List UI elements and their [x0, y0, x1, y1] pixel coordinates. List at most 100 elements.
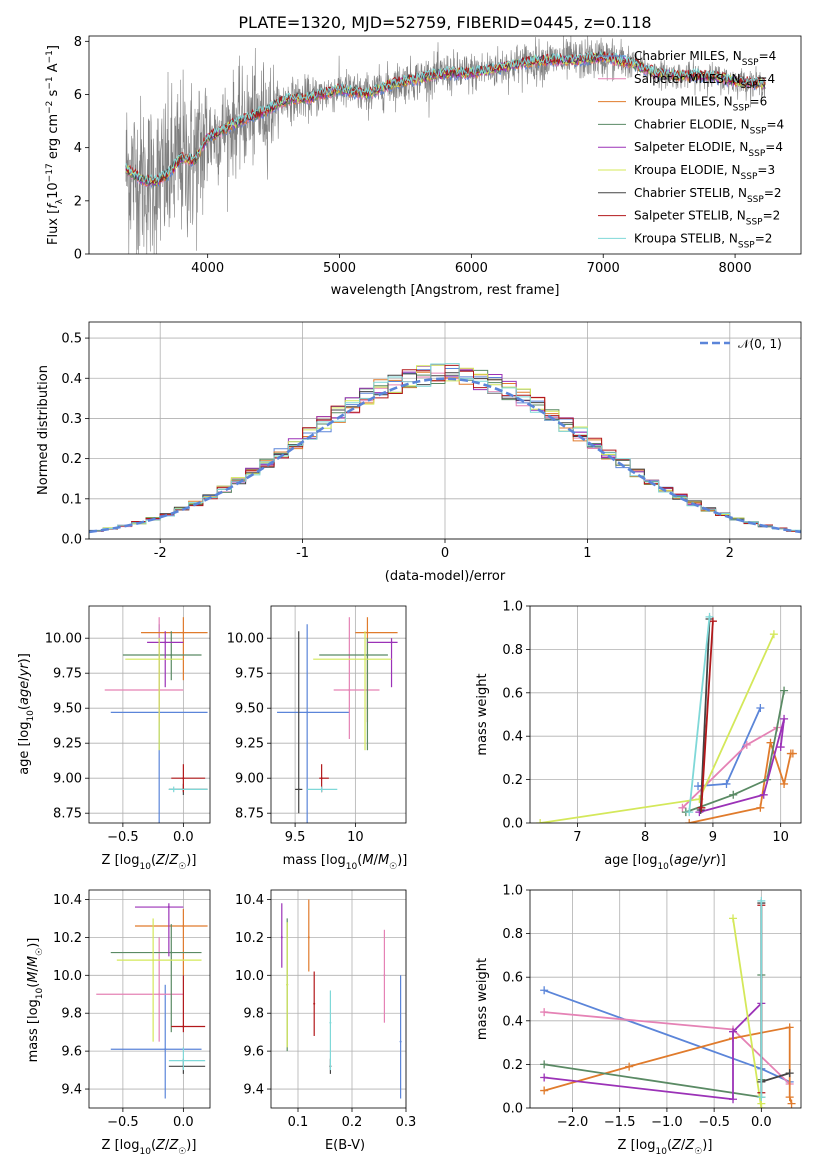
- label-part: Z [log: [102, 1138, 140, 1153]
- axes-frame: [88, 35, 802, 255]
- label-part: (: [26, 983, 41, 988]
- y-tick-label: 0.8: [502, 643, 523, 658]
- y-tick-label: 10.00: [227, 632, 264, 647]
- x-axis-label: (data-model)/error: [385, 569, 506, 584]
- y-tick-label: 0.6: [502, 971, 523, 986]
- plot-area: [104, 617, 208, 823]
- label-part: )]: [26, 938, 41, 948]
- weight-marker: [540, 986, 549, 995]
- weight-marker: [694, 782, 703, 791]
- weight-marker: [785, 1093, 794, 1102]
- plot-area: [277, 617, 398, 823]
- x-tick-label: -2: [154, 546, 167, 561]
- label-part: 10: [655, 1147, 667, 1157]
- weight-marker: [742, 740, 751, 749]
- label-part: ☉: [35, 948, 45, 956]
- y-tick-label: 8: [74, 35, 82, 50]
- x-tick-label: 9.5: [285, 830, 306, 845]
- grid: [530, 605, 801, 824]
- label-part: λ: [55, 198, 65, 204]
- label-part: Z [log: [618, 1138, 656, 1153]
- legend-label: Salpeter MILES, NSSP=4: [634, 72, 775, 91]
- data-point: [164, 1048, 167, 1051]
- label-part: /: [17, 676, 32, 681]
- label-part: 10: [139, 862, 151, 872]
- x-tick-label: 5000: [323, 261, 356, 276]
- y-tick-label: 0.4: [61, 372, 82, 387]
- label-part: SSP: [733, 104, 750, 114]
- data-point: [182, 925, 185, 928]
- x-tick-label: 1: [583, 546, 591, 561]
- weight-line: [688, 616, 711, 813]
- weight-marker: [625, 1062, 634, 1071]
- y-tick-label: 8.75: [235, 807, 264, 822]
- axes-frame: [88, 889, 211, 1109]
- weight-marker: [540, 1008, 549, 1017]
- label-part: /: [681, 1138, 686, 1153]
- data-point: [399, 1040, 402, 1043]
- weight-marker: [697, 803, 706, 812]
- label-part: Kroupa MILES, N: [634, 95, 733, 109]
- label-part: Z: [168, 1138, 179, 1153]
- label-part: /: [698, 853, 703, 868]
- panel-mass-vs-ebv: 0.1 0.2 0.3 9.4 9.6 9.8 10.0 10.2 10.4 E(B-V): [235, 889, 416, 1153]
- y-tick-label: 6: [74, 88, 82, 103]
- x-tick-label: 6000: [455, 261, 488, 276]
- y-axis-label: mass weight: [475, 673, 490, 755]
- label-part: SSP: [738, 240, 755, 250]
- label-part: Z: [155, 1138, 166, 1153]
- x-axis-label: Z [log10(Z/Z☉)]: [102, 853, 197, 872]
- data-point: [158, 993, 161, 996]
- x-axis-label: Z [log10(Z/Z☉)]: [102, 1138, 197, 1157]
- legend-label: Chabrier MILES, NSSP=4: [634, 49, 776, 68]
- y-tick-label: 2: [74, 194, 82, 209]
- label-part: ☉: [178, 1147, 186, 1157]
- label-part: 10: [35, 987, 45, 999]
- weight-line: [685, 690, 785, 813]
- label-part: /: [26, 966, 41, 971]
- x-tick-label: 0.0: [173, 830, 194, 845]
- label-part: Chabrier ELODIE, N: [634, 117, 750, 131]
- model-spectrum: [125, 50, 766, 185]
- axes-frame: [270, 889, 407, 1109]
- data-point: [286, 983, 289, 986]
- label-part: 10: [346, 862, 358, 872]
- label-part: ☉: [694, 1147, 702, 1157]
- label-part: age: [674, 853, 698, 868]
- y-tick-label: 0.8: [502, 927, 523, 942]
- y-axis-label: mass weight: [475, 958, 490, 1040]
- label-part: Salpeter MILES, N: [634, 72, 741, 86]
- chart-title: PLATE=1320, MJD=52759, FIBERID=0445, z=0…: [238, 13, 651, 32]
- weight-marker: [685, 808, 694, 817]
- weight-marker: [729, 1095, 738, 1104]
- label-part: 10: [26, 710, 36, 722]
- weight-marker: [678, 803, 687, 812]
- weight-marker: [776, 743, 785, 752]
- y-tick-label: 0.4: [502, 730, 523, 745]
- y-tick-label: 1.0: [502, 600, 523, 615]
- weight-line: [544, 975, 763, 1099]
- weight-marker: [540, 1060, 549, 1069]
- y-tick-label: 0.0: [502, 1102, 523, 1117]
- panel-mass-vs-Z: −0.5 0.09.49.69.810.010.210.4Z [log10(Z/Z…: [26, 889, 211, 1157]
- label-part: =2: [764, 186, 782, 200]
- plot-area: [96, 903, 208, 1099]
- y-tick-label: 10.2: [53, 931, 82, 946]
- data-point: [297, 788, 300, 791]
- label-part: SSP: [746, 218, 763, 228]
- y-tick-label: 10.0: [235, 969, 264, 984]
- data-point: [182, 1059, 185, 1062]
- label-part: (: [357, 853, 362, 868]
- x-tick-label: −2.0: [557, 1115, 589, 1130]
- x-tick-label: −0.5: [107, 1115, 139, 1130]
- y-tick-label: 9.75: [53, 667, 82, 682]
- data-point: [172, 788, 175, 791]
- label-part: SSP: [741, 172, 758, 182]
- x-axis-label: age [log10(age/yr)]: [604, 853, 726, 872]
- data-point: [152, 959, 155, 962]
- weight-marker: [785, 1023, 794, 1032]
- label-part: Salpeter ELODIE, N: [634, 140, 748, 154]
- normal-reference-curve: [89, 377, 801, 534]
- label-part: Z: [155, 853, 166, 868]
